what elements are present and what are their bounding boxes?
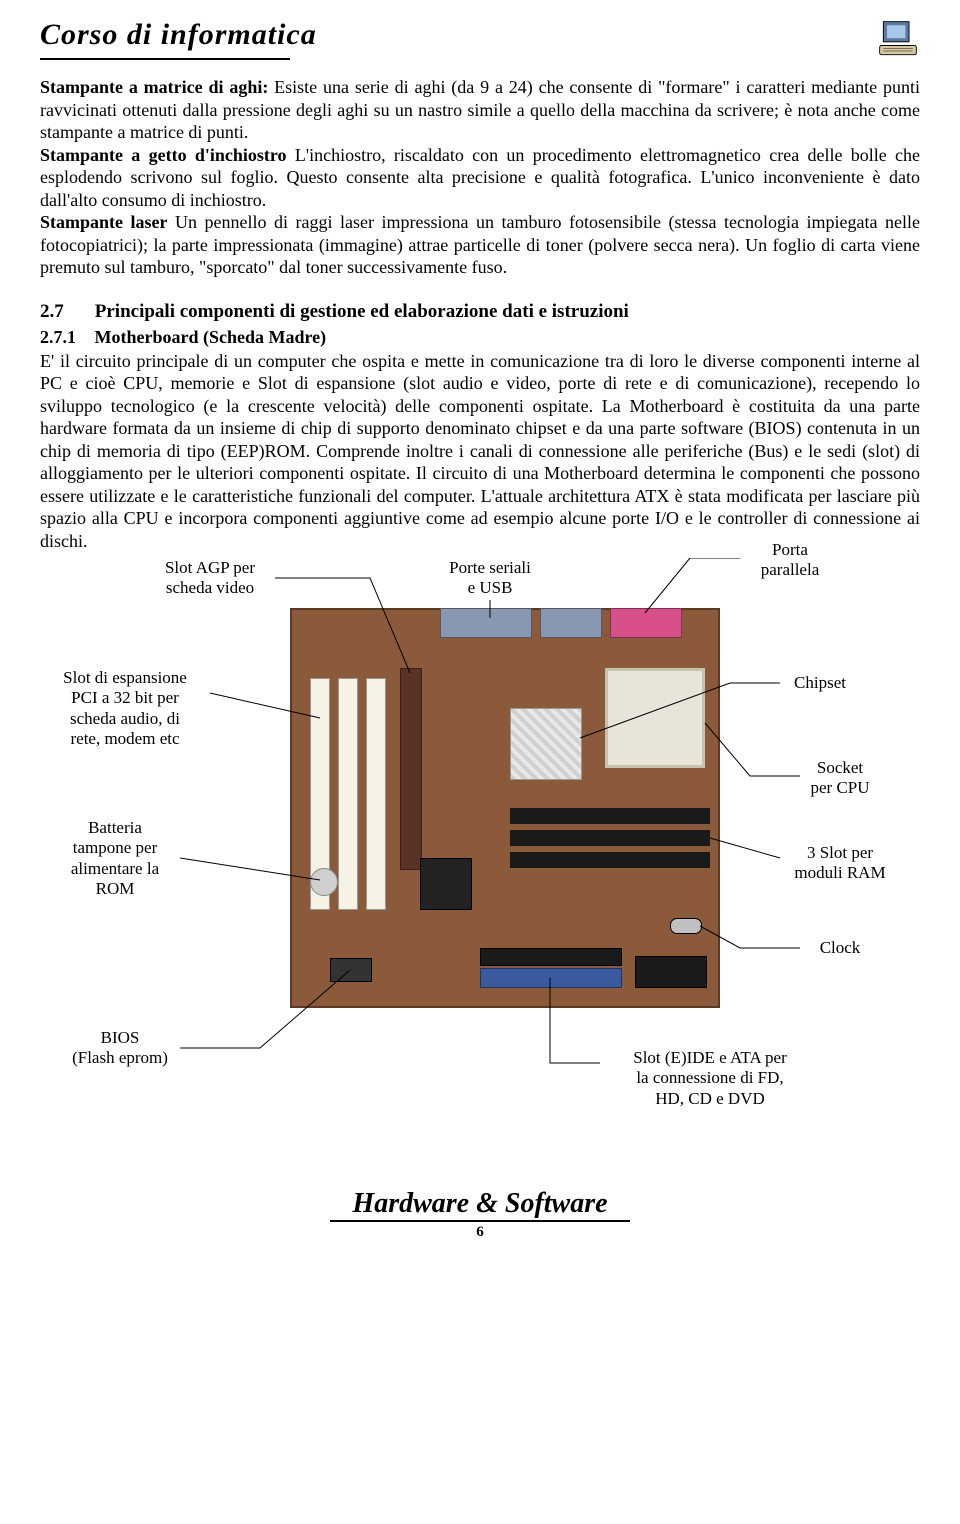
label-clock: Clock [800,938,880,958]
clock-crystal [670,918,702,934]
lead-dot-matrix: Stampante a matrice di aghi: [40,77,268,97]
document-title: Corso di informatica [40,18,317,52]
cpu-socket [605,668,705,768]
label-serial: Porte serialie USB [430,558,550,599]
lead-inkjet: Stampante a getto d'inchiostro [40,145,287,165]
label-ram: 3 Slot permoduli RAM [780,843,900,884]
agp-slot [400,668,422,870]
serial-usb-ports [440,608,532,638]
south-bridge-chip [420,858,472,910]
chipset-heatsink [510,708,582,780]
section-heading: 2.7 Principali componenti di gestione ed… [40,301,920,323]
cmos-battery [310,868,338,896]
motherboard-diagram: Slot AGP perscheda video Porte serialie … [40,558,920,1178]
pci-slot-3 [366,678,386,910]
computer-icon [876,18,920,67]
page-number: 6 [40,1224,920,1241]
label-chipset: Chipset [780,673,860,693]
label-ide: Slot (E)IDE e ATA perla connessione di F… [600,1048,820,1109]
label-battery: Batteriatampone peralimentare laROM [50,818,180,900]
ram-slot-1 [510,808,710,824]
footer: Hardware & Software 6 [40,1188,920,1241]
pci-slot-2 [338,678,358,910]
section-title: Principali componenti di gestione ed ela… [95,301,629,322]
ide-slot-1 [480,968,622,988]
serial-usb-ports-2 [540,608,602,638]
label-parallel: Portaparallela [740,540,840,581]
label-agp: Slot AGP perscheda video [145,558,275,599]
subsection-heading: 2.7.1 Motherboard (Scheda Madre) [40,327,920,348]
footer-title: Hardware & Software [330,1188,630,1222]
subsection-number: 2.7.1 [40,327,90,348]
paragraph-printers: Stampante a matrice di aghi: Esiste una … [40,76,920,279]
title-underline [40,58,290,60]
lead-laser: Stampante laser [40,212,168,232]
text-laser: Un pennello di raggi laser impressiona u… [40,212,920,277]
ide-slot-2 [480,948,622,966]
ram-slot-2 [510,830,710,846]
header: Corso di informatica [40,18,920,68]
label-bios: BIOS(Flash eprom) [50,1028,190,1069]
label-socket: Socketper CPU [800,758,880,799]
bios-chip [330,958,372,982]
parallel-port [610,608,682,638]
subsection-title: Motherboard (Scheda Madre) [95,327,327,347]
page: Corso di informatica Stampante a matrice… [0,0,960,1261]
subsection-text: E' il circuito principale di un computer… [40,350,920,553]
ram-slot-3 [510,852,710,868]
header-left: Corso di informatica [40,18,317,68]
label-pci: Slot di espansionePCI a 32 bit perscheda… [40,668,210,750]
fdd-slot [635,956,707,988]
section-number: 2.7 [40,301,90,323]
